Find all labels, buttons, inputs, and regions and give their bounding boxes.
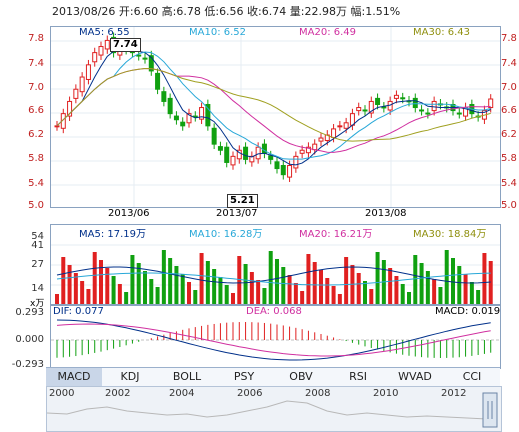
year-2002: 2002 <box>105 388 131 399</box>
macd-chart-panel[interactable]: DIF: 0.077 DEA: 0.068 MACD: 0.019 <box>50 305 501 369</box>
low-value: 6.56 <box>219 5 244 18</box>
open-label: 开: <box>118 5 134 18</box>
x-tick-jul: 2013/07 <box>216 208 258 219</box>
volume-unit: x万 <box>30 299 45 309</box>
volume-value: 22.98万 <box>304 5 348 18</box>
price-r-tick-1: 7.4 <box>501 58 517 69</box>
tab-kdj[interactable]: KDJ <box>120 370 140 383</box>
price-r-tick-0: 7.8 <box>501 33 517 44</box>
timeline-navigator[interactable]: 2000 2002 2004 2006 2008 2010 2012 <box>46 386 502 432</box>
vol-tick-1: 41 <box>31 240 44 251</box>
price-tick-4: 6.2 <box>28 129 44 140</box>
macd-chart <box>51 319 500 361</box>
price-tick-5: 5.8 <box>28 153 44 164</box>
year-2000: 2000 <box>49 388 75 399</box>
price-r-tick-2: 7.0 <box>501 82 517 93</box>
vol-ma20-label: MA20: 16.21万 <box>299 229 373 240</box>
price-r-tick-7: 5.0 <box>501 200 517 211</box>
tab-boll[interactable]: BOLL <box>172 370 202 383</box>
tab-cci[interactable]: CCI <box>462 370 482 383</box>
price-chart-panel[interactable]: MA5: 6.55 MA10: 6.52 MA20: 6.49 MA30: 6.… <box>50 26 501 208</box>
price-tick-7: 5.0 <box>28 200 44 211</box>
low-label: 低: <box>204 5 220 18</box>
volume-label: 量: <box>289 5 305 18</box>
x-tick-jun: 2013/06 <box>108 208 150 219</box>
price-tick-3: 6.6 <box>28 105 44 116</box>
tab-macd[interactable]: MACD <box>46 368 102 386</box>
tab-obv[interactable]: OBV <box>289 370 313 383</box>
volume-chart <box>51 244 500 304</box>
macd-tick-0: 0.293 <box>15 307 44 318</box>
macd-tick-1: 0.000 <box>15 334 44 345</box>
low-callout: 5.21 <box>227 194 258 208</box>
vol-tick-2: 27 <box>31 259 44 270</box>
open-value: 6.60 <box>133 5 159 18</box>
ma10-label: MA10: 6.52 <box>189 27 247 38</box>
macd-value-label: MACD: 0.019 <box>435 306 501 317</box>
vol-ma30-label: MA30: 18.84万 <box>413 229 487 240</box>
price-tick-0: 7.8 <box>28 33 44 44</box>
high-callout: 7.74 <box>110 38 141 52</box>
tab-rsi[interactable]: RSI <box>349 370 367 383</box>
timeline-sparkline <box>47 392 498 428</box>
price-r-tick-5: 5.8 <box>501 153 517 164</box>
change-label: 幅: <box>350 5 366 18</box>
volume-chart-panel[interactable]: MA5: 17.19万 MA10: 16.28万 MA20: 16.21万 MA… <box>50 224 501 305</box>
price-tick-2: 7.0 <box>28 82 44 93</box>
vol-ma10-label: MA10: 16.28万 <box>189 229 263 240</box>
ma5-label: MA5: 6.55 <box>79 27 130 38</box>
year-2008: 2008 <box>305 388 331 399</box>
ma30-label: MA30: 6.43 <box>413 27 471 38</box>
tab-wvad[interactable]: WVAD <box>398 370 432 383</box>
price-tick-1: 7.4 <box>28 58 44 69</box>
close-label: 收: <box>247 5 262 18</box>
year-2012: 2012 <box>441 388 467 399</box>
high-label: 高: <box>161 5 177 18</box>
timeline-range-handle[interactable] <box>482 392 498 428</box>
vol-ma5-label: MA5: 17.19万 <box>79 229 147 240</box>
price-r-tick-6: 5.4 <box>501 178 517 189</box>
dif-label: DIF: 0.077 <box>53 306 104 317</box>
vol-tick-0: 54 <box>31 231 44 242</box>
indicator-tabs: MACD KDJ BOLL PSY OBV RSI WVAD CCI <box>46 367 500 387</box>
close-value: 6.74 <box>261 5 287 18</box>
ma20-label: MA20: 6.49 <box>299 27 357 38</box>
vol-tick-3: 14 <box>31 283 44 294</box>
tab-psy[interactable]: PSY <box>233 370 255 383</box>
quote-header: 2013/08/26 开:6.60 高:6.78 低:6.56 收:6.74 量… <box>52 3 400 19</box>
price-tick-6: 5.4 <box>28 178 44 189</box>
dea-label: DEA: 0.068 <box>246 306 302 317</box>
price-r-tick-3: 6.6 <box>501 105 517 116</box>
change-value: 1.51% <box>365 5 401 18</box>
quote-date: 2013/08/26 <box>52 5 116 18</box>
year-2004: 2004 <box>169 388 195 399</box>
price-chart <box>51 27 500 207</box>
high-value: 6.78 <box>176 5 201 18</box>
x-tick-aug: 2013/08 <box>365 208 407 219</box>
macd-tick-2: -0.293 <box>11 359 44 370</box>
price-r-tick-4: 6.2 <box>501 129 517 140</box>
year-2010: 2010 <box>373 388 399 399</box>
year-2006: 2006 <box>237 388 263 399</box>
